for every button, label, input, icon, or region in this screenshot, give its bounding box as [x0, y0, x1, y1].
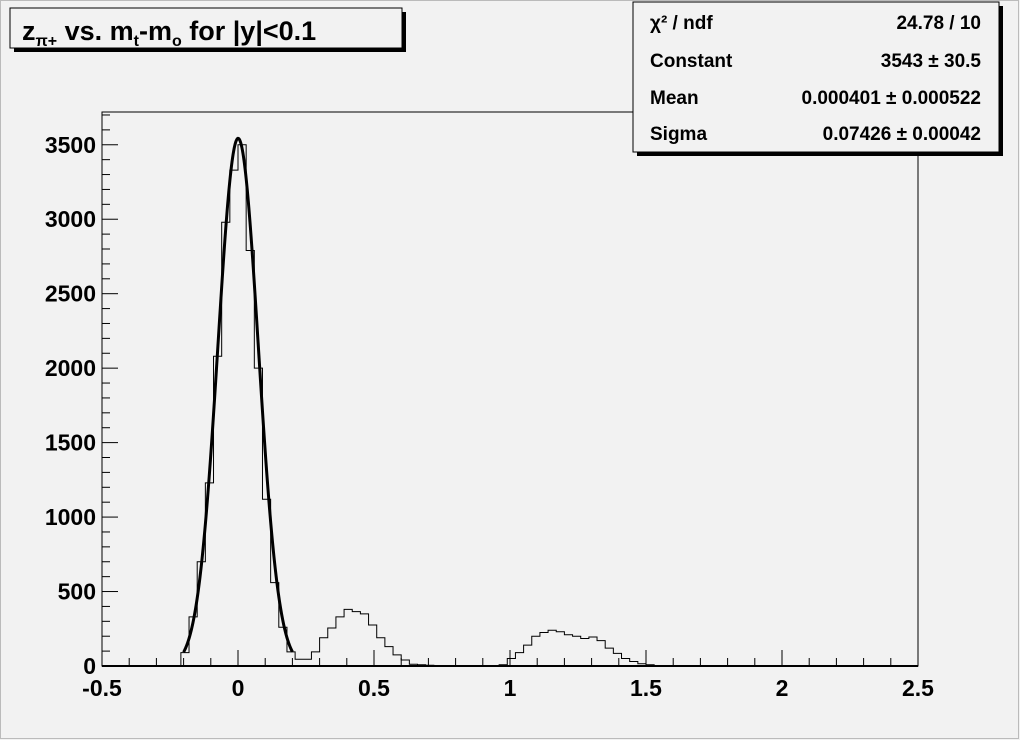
y-tick-label: 2000 — [45, 355, 96, 381]
stat-value: 3543 ± 30.5 — [881, 51, 982, 72]
plot-frame — [101, 111, 919, 667]
y-tick-label: 1500 — [45, 430, 96, 456]
stat-label: Mean — [650, 88, 699, 109]
x-tick-label: -0.5 — [82, 675, 122, 701]
y-tick-label: 500 — [58, 579, 96, 605]
stat-value: 0.07426 ± 0.00042 — [823, 124, 981, 145]
y-tick-label: 3000 — [45, 206, 96, 232]
stat-label: χ² / ndf — [650, 13, 713, 34]
x-tick-label: 1 — [504, 675, 517, 701]
x-tick-label: 2 — [776, 675, 789, 701]
chart-title: zπ+ vs. mt-mo for |y|<0.1 — [22, 16, 316, 50]
y-tick-label: 1000 — [45, 504, 96, 530]
x-tick-label: 0 — [232, 675, 245, 701]
gaussian-fit-curve — [182, 136, 294, 653]
y-tick-label: 0 — [83, 653, 96, 679]
stat-label: Sigma — [650, 124, 707, 145]
title-box: zπ+ vs. mt-mo for |y|<0.1 — [9, 7, 406, 52]
stat-label: Constant — [650, 51, 733, 72]
stat-value: 0.000401 ± 0.000522 — [802, 88, 981, 109]
x-tick-label: 2.5 — [902, 675, 934, 701]
histogram-outline — [180, 144, 663, 667]
histogram-bins — [180, 144, 663, 667]
y-tick-label: 3500 — [45, 132, 96, 158]
y-tick-labels: 0 500 1000 1500 2000 2500 3000 3500 — [45, 132, 96, 679]
stat-value: 24.78 / 10 — [896, 13, 981, 34]
x-tick-label: 0.5 — [358, 675, 390, 701]
y-tick-label: 2500 — [45, 281, 96, 307]
fit-stats-box: χ² / ndf 24.78 / 10 Constant 3543 ± 30.5… — [632, 1, 1003, 156]
x-tick-label: 1.5 — [630, 675, 662, 701]
x-tick-labels: -0.5 0 0.5 1 1.5 2 2.5 — [82, 675, 934, 701]
